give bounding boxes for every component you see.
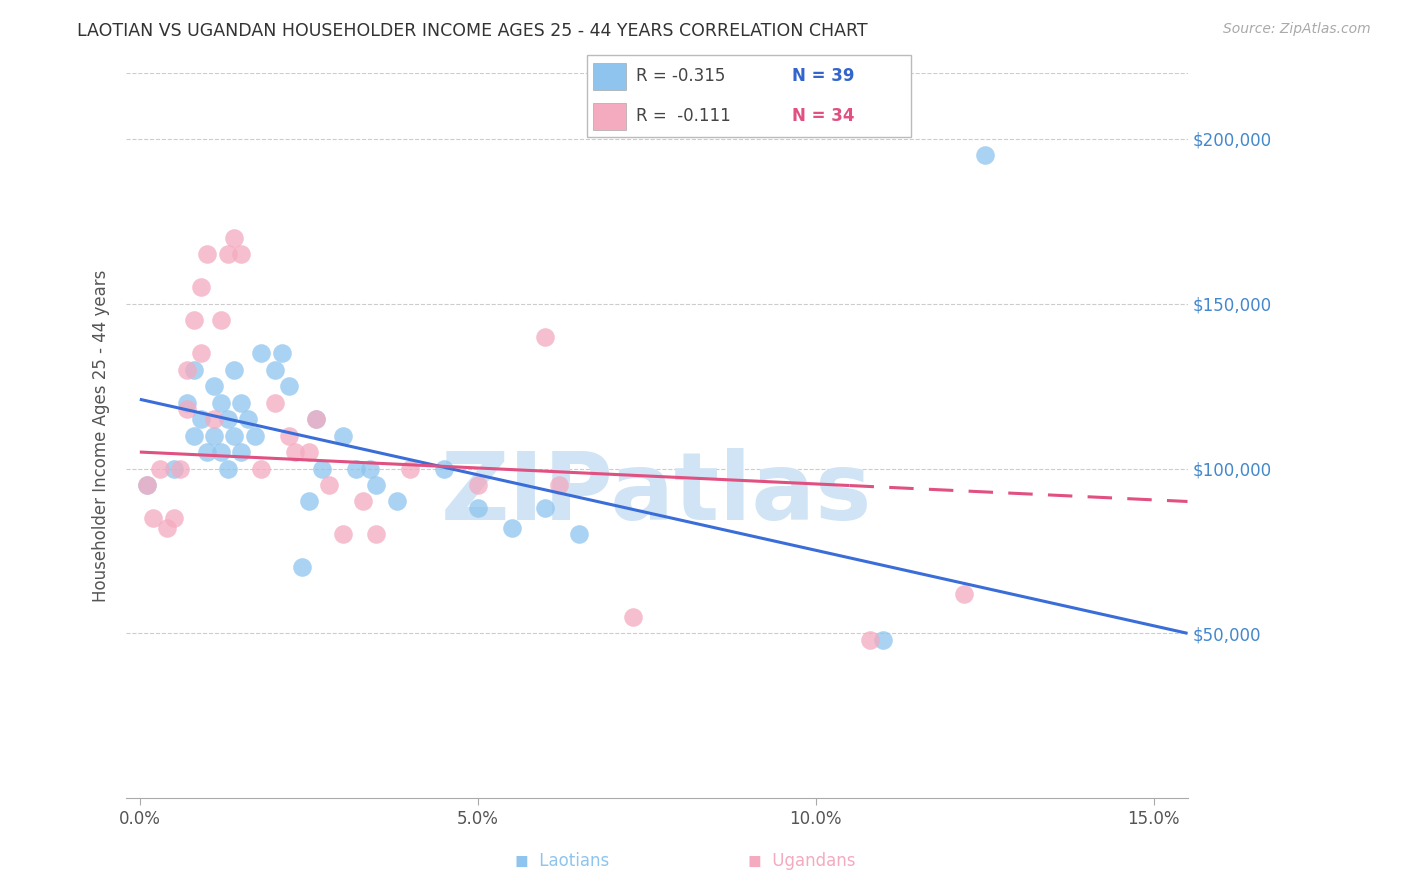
Point — [209, 395, 232, 409]
Point — [621, 610, 644, 624]
Text: ◼  Laotians: ◼ Laotians — [515, 852, 610, 870]
Point — [366, 527, 388, 541]
Point — [250, 461, 273, 475]
Text: R = -0.315: R = -0.315 — [637, 68, 725, 86]
FancyBboxPatch shape — [593, 103, 627, 130]
Point — [162, 461, 184, 475]
Text: ◼  Ugandans: ◼ Ugandans — [748, 852, 855, 870]
Point — [501, 521, 523, 535]
Point — [224, 231, 246, 245]
Point — [359, 461, 381, 475]
Point — [156, 521, 179, 535]
Point — [236, 412, 259, 426]
Point — [298, 494, 321, 508]
Point — [264, 395, 287, 409]
Point — [433, 461, 456, 475]
Point — [209, 445, 232, 459]
Point — [872, 632, 894, 647]
Text: LAOTIAN VS UGANDAN HOUSEHOLDER INCOME AGES 25 - 44 YEARS CORRELATION CHART: LAOTIAN VS UGANDAN HOUSEHOLDER INCOME AG… — [77, 22, 868, 40]
Point — [548, 478, 571, 492]
Point — [291, 560, 314, 574]
Point — [311, 461, 333, 475]
Point — [467, 501, 489, 516]
Point — [243, 428, 266, 442]
Point — [250, 346, 273, 360]
Point — [135, 478, 157, 492]
Point — [183, 313, 205, 327]
Point — [568, 527, 591, 541]
Point — [142, 511, 165, 525]
Point — [183, 428, 205, 442]
Point — [399, 461, 422, 475]
FancyBboxPatch shape — [593, 62, 627, 90]
Text: Source: ZipAtlas.com: Source: ZipAtlas.com — [1223, 22, 1371, 37]
Point — [284, 445, 307, 459]
Point — [277, 379, 299, 393]
Point — [169, 461, 191, 475]
Point — [217, 461, 239, 475]
Text: N = 39: N = 39 — [792, 68, 855, 86]
Point — [197, 445, 219, 459]
Point — [135, 478, 157, 492]
Point — [162, 511, 184, 525]
Point — [332, 527, 354, 541]
Point — [224, 362, 246, 376]
Point — [202, 428, 225, 442]
Point — [176, 395, 198, 409]
Point — [176, 362, 198, 376]
Point — [344, 461, 367, 475]
Point — [973, 148, 995, 162]
Point — [264, 362, 287, 376]
Point — [298, 445, 321, 459]
Point — [304, 412, 326, 426]
Point — [231, 395, 253, 409]
Point — [202, 412, 225, 426]
Point — [859, 632, 882, 647]
FancyBboxPatch shape — [586, 55, 911, 136]
Text: N = 34: N = 34 — [792, 107, 855, 125]
Point — [231, 445, 253, 459]
Point — [209, 313, 232, 327]
Point — [190, 346, 212, 360]
Point — [231, 247, 253, 261]
Point — [467, 478, 489, 492]
Point — [385, 494, 408, 508]
Point — [270, 346, 292, 360]
Point — [534, 501, 557, 516]
Point — [366, 478, 388, 492]
Point — [352, 494, 374, 508]
Point — [190, 280, 212, 294]
Point — [224, 428, 246, 442]
Point — [277, 428, 299, 442]
Point — [304, 412, 326, 426]
Point — [190, 412, 212, 426]
Point — [197, 247, 219, 261]
Point — [183, 362, 205, 376]
Text: ZIPatlas: ZIPatlas — [441, 448, 873, 540]
Point — [217, 412, 239, 426]
Point — [217, 247, 239, 261]
Point — [332, 428, 354, 442]
Point — [318, 478, 340, 492]
Point — [176, 402, 198, 417]
Point — [149, 461, 172, 475]
Text: R =  -0.111: R = -0.111 — [637, 107, 731, 125]
Y-axis label: Householder Income Ages 25 - 44 years: Householder Income Ages 25 - 44 years — [93, 269, 110, 602]
Point — [953, 587, 976, 601]
Point — [534, 329, 557, 343]
Point — [202, 379, 225, 393]
